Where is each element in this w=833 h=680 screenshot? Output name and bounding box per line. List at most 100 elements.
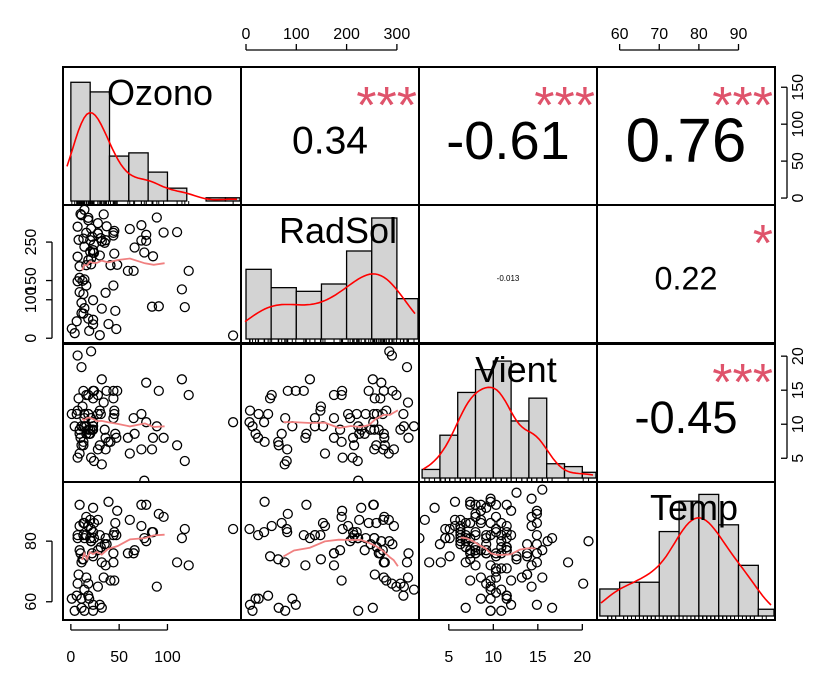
scatter-point bbox=[475, 505, 487, 516]
scatter-point bbox=[384, 536, 395, 547]
scatter-point bbox=[496, 563, 507, 574]
scatter-point bbox=[101, 385, 112, 397]
axis-tick-label: 100 bbox=[23, 286, 40, 313]
scatter-point bbox=[94, 529, 105, 541]
scatter-point bbox=[460, 517, 471, 529]
scatter-point bbox=[108, 230, 119, 241]
smooth-line bbox=[81, 416, 165, 428]
scatter-point bbox=[440, 532, 451, 544]
histogram-bar bbox=[147, 171, 169, 202]
axis-tick-label: 10 bbox=[790, 415, 807, 433]
scatter-point bbox=[141, 417, 152, 428]
scatter-point bbox=[276, 517, 287, 529]
smooth-line bbox=[81, 533, 165, 562]
scatter-point bbox=[94, 599, 105, 610]
scatter-point bbox=[136, 235, 147, 246]
panel-temp-radsol bbox=[240, 481, 420, 621]
scatter-point bbox=[100, 235, 111, 246]
scatter-point bbox=[526, 511, 537, 523]
scatter-point bbox=[99, 424, 110, 435]
scatter-points bbox=[419, 484, 594, 616]
scatter-point bbox=[88, 455, 100, 467]
scatter-point bbox=[110, 517, 121, 529]
panel-ozono-temp: 0.76*** bbox=[596, 66, 776, 206]
scatter-point bbox=[84, 593, 95, 604]
scatter-point bbox=[367, 374, 378, 385]
scatter-point bbox=[449, 514, 461, 526]
scatter-point bbox=[378, 385, 389, 397]
scatter-point bbox=[253, 593, 264, 604]
scatter-point bbox=[455, 536, 466, 547]
scatter-point bbox=[95, 233, 106, 244]
scatter-point bbox=[290, 385, 301, 397]
scatter-point bbox=[128, 412, 139, 424]
histogram-bar bbox=[737, 564, 759, 617]
scatter-point bbox=[470, 548, 481, 559]
scatter-point bbox=[387, 539, 398, 550]
scatter-point bbox=[304, 374, 316, 385]
scatter-point bbox=[129, 242, 140, 253]
scatter-point bbox=[94, 440, 105, 451]
scatter-point bbox=[136, 520, 147, 532]
scatter-point bbox=[378, 572, 389, 583]
axis-tick-label: 100 bbox=[283, 26, 310, 43]
scatter-point bbox=[258, 417, 270, 428]
scatter-point bbox=[100, 532, 111, 544]
scatter-point bbox=[98, 397, 109, 408]
scatter-point bbox=[227, 523, 239, 535]
histogram-bar bbox=[320, 283, 348, 340]
axis-tick-label: 70 bbox=[650, 26, 668, 43]
scatter-point bbox=[227, 417, 239, 428]
axis-tick-label: 20 bbox=[790, 347, 807, 365]
scatter-point bbox=[109, 575, 120, 586]
scatter-point bbox=[101, 221, 112, 232]
scatter-point bbox=[526, 560, 537, 571]
axis-tick-label: 5 bbox=[790, 454, 807, 463]
scatter-point bbox=[434, 539, 446, 550]
scatter-point bbox=[109, 248, 120, 259]
panel-ozono-vient: -0.61*** bbox=[418, 66, 598, 206]
scatter-point bbox=[85, 428, 96, 439]
scatter-point bbox=[111, 432, 122, 443]
histogram-bar bbox=[421, 468, 441, 479]
scatter-point bbox=[79, 532, 90, 544]
scatter-point bbox=[546, 602, 558, 613]
scatter-point bbox=[465, 499, 476, 510]
scatter-point bbox=[328, 432, 340, 443]
right-axis-vient: 5 10 15 20 bbox=[781, 347, 807, 463]
smooth-line bbox=[283, 409, 399, 429]
scatter-point bbox=[179, 523, 190, 535]
scatter-point bbox=[328, 412, 340, 424]
scatter-point bbox=[79, 303, 90, 314]
scatter-point bbox=[87, 605, 99, 616]
scatter-point bbox=[360, 408, 371, 420]
scatter-point bbox=[336, 505, 348, 516]
scatter-point bbox=[537, 484, 548, 495]
correlation-value: -0.61 bbox=[446, 111, 569, 171]
scatter-point bbox=[485, 605, 496, 616]
scatter-point bbox=[100, 287, 111, 298]
scatter-point bbox=[124, 223, 135, 235]
scatter-point bbox=[103, 496, 114, 507]
scatter-point bbox=[72, 578, 83, 589]
scatter-point bbox=[465, 496, 476, 507]
scatter-point bbox=[262, 590, 274, 601]
scatter-point bbox=[337, 523, 348, 535]
scatter-point bbox=[183, 265, 194, 277]
scatter-point bbox=[531, 529, 543, 541]
scatter-point bbox=[72, 452, 83, 463]
scatter-point bbox=[419, 532, 425, 544]
panel-frame bbox=[240, 66, 420, 206]
scatter-point bbox=[371, 517, 382, 529]
correlation-value: -0.013 bbox=[497, 274, 520, 283]
scatter-point bbox=[109, 405, 120, 416]
scatter-point bbox=[108, 393, 119, 404]
scatter-point bbox=[328, 560, 340, 571]
scatter-point bbox=[334, 424, 346, 435]
scatter-point bbox=[258, 526, 270, 538]
density-curve bbox=[66, 111, 238, 201]
scatter-point bbox=[85, 514, 96, 526]
scatter-point bbox=[298, 385, 309, 397]
scatter-point bbox=[301, 428, 312, 439]
scatter-point bbox=[72, 251, 83, 262]
